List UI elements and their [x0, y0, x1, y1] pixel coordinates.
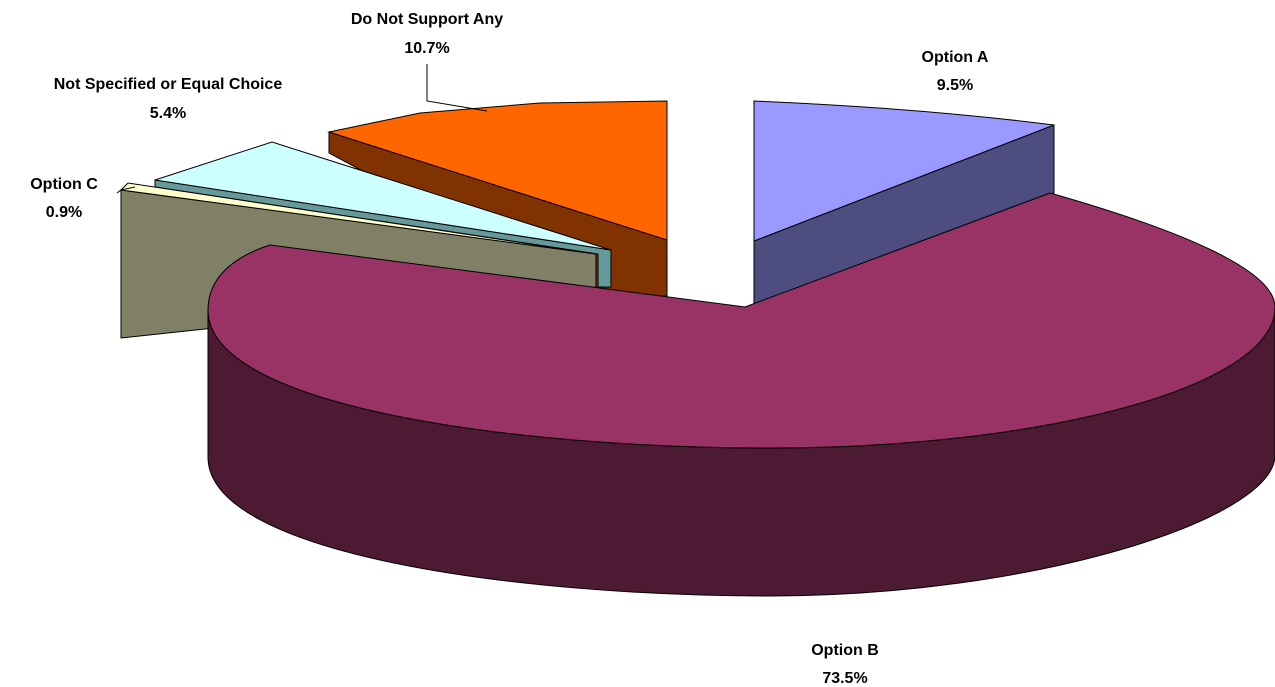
label-not-specified-value: 5.4% — [150, 105, 186, 122]
label-not-specified-name: Not Specified or Equal Choice — [54, 76, 283, 93]
label-option-a-name: Option A — [922, 49, 989, 66]
slice-not-specified-top — [154, 141, 612, 251]
slice-option-a-top — [753, 100, 1055, 242]
label-option-c-value: 0.9% — [46, 204, 82, 221]
label-option-a-value: 9.5% — [937, 77, 973, 94]
slice-option-c-top — [119, 182, 597, 255]
leader-option-c — [116, 186, 136, 194]
leader-do-not-support — [426, 64, 488, 112]
data-labels: Do Not Support Any 10.7% Option A 9.5% N… — [30, 11, 989, 687]
slice-option-b — [207, 192, 1275, 597]
leader-lines — [116, 64, 488, 194]
label-do-not-support-value: 10.7% — [404, 40, 449, 57]
label-option-c-name: Option C — [30, 176, 98, 193]
label-option-b-value: 73.5% — [822, 670, 867, 687]
slice-option-b-top — [207, 192, 1275, 449]
label-do-not-support-name: Do Not Support Any — [351, 11, 503, 28]
label-option-b-name: Option B — [811, 642, 879, 659]
slice-do-not-support-top — [327, 100, 668, 241]
top-faces-small — [119, 100, 1055, 255]
